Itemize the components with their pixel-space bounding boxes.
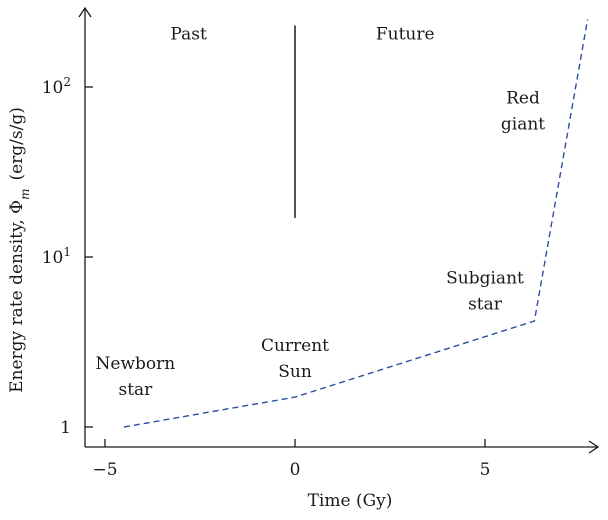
annotation-1: Future [376,25,435,45]
x-tick-label-2: 5 [480,460,491,480]
annotation-4: Current Sun [261,336,329,382]
y-tick-label-1: 101 [42,245,71,268]
annotation-3: Subgiant star [446,268,524,314]
y-axis-title-subscript: m [18,189,32,200]
series-line-0 [123,19,589,428]
x-axis-arrow [588,440,600,454]
annotation-0: Past [170,25,207,45]
y-tick-label-2: 102 [42,75,71,98]
x-tick-label-0: −5 [92,460,117,480]
annotation-2: Red giant [501,88,545,134]
ticks: −5 0 5 1 101 102 [42,75,491,480]
y-axis-title: Energy rate density, Φm (erg/s/g) [7,107,32,393]
y-axis-title-suffix: (erg/s/g) [7,107,27,180]
annotation-layer: Past Future Red giant Subgiant star Current Sun… [96,25,546,400]
x-axis-title: Time (Gy) [308,491,393,511]
y-tick-label-0: 1 [60,418,71,438]
annotation-5: Newborn star [96,354,176,400]
series-layer [123,19,589,428]
axes [78,6,600,454]
y-axis-arrow [78,6,92,18]
y-axis-title-prefix: Energy rate density, Φ [7,200,27,393]
x-tick-label-1: 0 [290,460,301,480]
